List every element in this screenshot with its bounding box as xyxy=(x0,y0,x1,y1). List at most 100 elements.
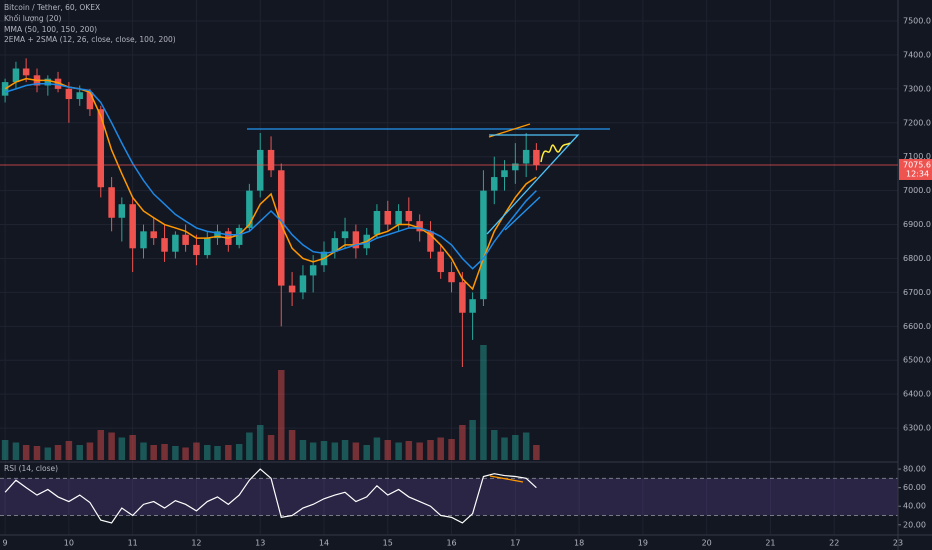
volume-bar xyxy=(129,435,136,460)
x-tick-label: 22 xyxy=(829,539,839,548)
volume-bar xyxy=(427,440,434,460)
last-price-box xyxy=(899,158,932,180)
candle-body xyxy=(65,88,73,100)
rsi-tick-label: 80.00 xyxy=(903,465,926,474)
candle-body xyxy=(44,78,52,86)
volume-bar xyxy=(278,370,285,460)
volume-bar xyxy=(373,437,381,460)
candle-body xyxy=(437,251,444,273)
candle-body xyxy=(278,170,285,286)
candle-body xyxy=(246,190,253,228)
x-tick-label: 11 xyxy=(128,539,138,548)
candle-body xyxy=(76,92,83,100)
x-tick-label: 23 xyxy=(893,539,903,548)
volume-bar xyxy=(86,442,94,460)
volume-bar xyxy=(76,445,83,460)
y-tick-label: 6600.0 xyxy=(903,322,931,331)
volume-bar xyxy=(161,444,168,460)
x-tick-label: 18 xyxy=(574,539,584,548)
support-line xyxy=(504,196,541,231)
volume-bar xyxy=(267,435,275,460)
indicator-label: MMA (50, 100, 150, 200) xyxy=(4,25,97,34)
candle-body xyxy=(469,299,476,313)
candle-body xyxy=(448,272,455,283)
volume-bar xyxy=(459,425,466,460)
candle-body xyxy=(204,238,211,256)
y-tick-label: 6500.0 xyxy=(903,356,931,365)
y-tick-label: 7300.0 xyxy=(903,84,931,93)
candle-body xyxy=(172,234,179,252)
volume-bar xyxy=(363,445,370,460)
volume-bar xyxy=(299,440,307,460)
candle-body xyxy=(150,231,157,239)
rsi-divergence-line xyxy=(489,475,524,483)
projection-squiggle xyxy=(540,142,571,163)
candle-body xyxy=(522,149,530,164)
volume-bar xyxy=(341,440,349,460)
volume-bar xyxy=(1,440,9,460)
candle-body xyxy=(341,231,349,239)
ema-line xyxy=(4,77,537,291)
volume-bar xyxy=(172,446,179,460)
y-tick-label: 7100.0 xyxy=(903,152,931,161)
candle-body xyxy=(352,231,360,249)
candle-body xyxy=(405,210,413,222)
volume-bar xyxy=(193,442,200,460)
candle-body xyxy=(512,163,519,171)
y-tick-label: 6900.0 xyxy=(903,220,931,229)
volume-bar xyxy=(437,437,444,460)
volume-bar xyxy=(140,442,147,460)
volume-bar xyxy=(150,445,157,460)
y-tick-label: 7000.0 xyxy=(903,186,931,195)
x-tick-label: 15 xyxy=(383,539,393,548)
x-tick-label: 10 xyxy=(64,539,74,548)
x-tick-label: 21 xyxy=(765,539,775,548)
candle-body xyxy=(331,238,339,252)
candle-body xyxy=(373,210,381,235)
rsi-line xyxy=(4,468,537,524)
candle-body xyxy=(182,234,189,245)
volume-bar xyxy=(235,444,243,460)
y-tick-label: 6400.0 xyxy=(903,390,931,399)
volume-bar xyxy=(246,432,253,460)
volume-bar xyxy=(44,447,52,460)
volume-bar xyxy=(533,445,540,460)
indicator-label: Khối lượng (20) xyxy=(4,14,62,23)
volume-bar xyxy=(288,430,296,460)
volume-bar xyxy=(65,441,73,460)
volume-bar xyxy=(480,345,487,460)
volume-bar xyxy=(501,437,508,460)
candle-body xyxy=(416,221,423,232)
volume-bar xyxy=(309,442,317,460)
candle-body xyxy=(427,231,434,252)
volume-bar xyxy=(225,445,232,460)
candle-body xyxy=(459,282,466,313)
volume-bar xyxy=(352,442,360,460)
candle-body xyxy=(309,265,317,276)
volume-bar xyxy=(108,432,115,460)
volume-bar xyxy=(395,442,402,460)
candle-body xyxy=(12,68,20,83)
y-tick-label: 7200.0 xyxy=(903,118,931,127)
y-tick-label: 7500.0 xyxy=(903,17,931,26)
candle-body xyxy=(491,177,498,191)
volume-bar xyxy=(118,437,126,460)
volume-bar xyxy=(416,442,423,460)
candle-body xyxy=(395,210,402,225)
y-tick-label: 6800.0 xyxy=(903,254,931,263)
x-tick-label: 19 xyxy=(638,539,648,548)
volume-bar xyxy=(331,442,339,460)
candle-body xyxy=(108,187,115,218)
volume-bar xyxy=(214,446,221,460)
symbol-title: Bitcoin / Tether, 60, OKEX xyxy=(4,3,100,12)
candle-body xyxy=(129,204,136,249)
candle-body xyxy=(22,68,30,76)
volume-bar xyxy=(512,435,519,460)
volume-bar xyxy=(97,430,105,460)
x-tick-label: 12 xyxy=(191,539,201,548)
volume-bar xyxy=(405,441,413,460)
volume-bar xyxy=(22,445,30,460)
volume-bar xyxy=(12,442,20,460)
candle-body xyxy=(86,92,94,110)
